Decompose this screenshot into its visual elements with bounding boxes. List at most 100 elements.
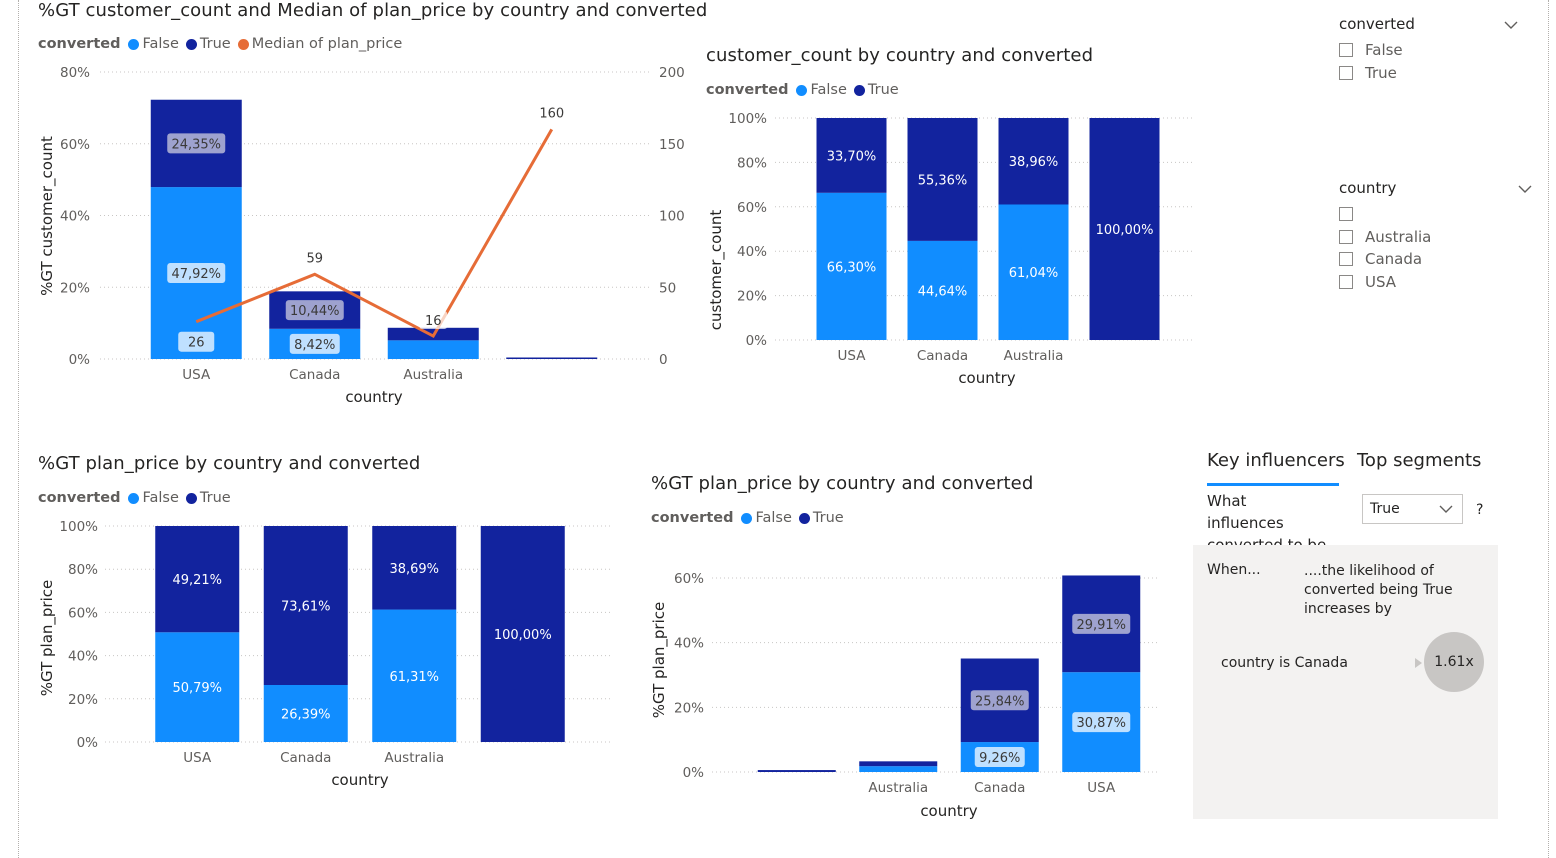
- checkbox[interactable]: [1339, 252, 1353, 267]
- ki-factor-label[interactable]: country is Canada: [1221, 655, 1348, 671]
- checkbox[interactable]: [1339, 65, 1353, 80]
- checkbox[interactable]: [1339, 207, 1353, 222]
- data-label: 9,26%: [979, 751, 1020, 766]
- slicer-item-label: True: [1365, 63, 1397, 82]
- legend-item-true[interactable]: True: [185, 490, 231, 506]
- chart-legend[interactable]: converted False True: [651, 510, 851, 526]
- slicer-header[interactable]: converted: [1339, 15, 1519, 39]
- y2-tick-label: 150: [659, 137, 685, 153]
- page-border-left: [18, 0, 19, 858]
- y-tick-label: 0%: [77, 735, 99, 751]
- data-label: 50,79%: [172, 681, 222, 696]
- arrow-right-icon: [1415, 658, 1422, 668]
- chart-customer-count-median-price[interactable]: %GT customer_count and Median of plan_pr…: [0, 0, 707, 420]
- chart-legend[interactable]: converted False True: [706, 82, 906, 98]
- slicer-country[interactable]: country Australia Canada USA: [1339, 179, 1533, 293]
- slicer-converted[interactable]: converted False True: [1339, 15, 1519, 84]
- y2-tick-label: 200: [659, 65, 685, 81]
- y-tick-label: 20%: [737, 289, 767, 305]
- chart-plot: 0% 20% 40% 60% 80% 0 50 100 150 200 47,92% 24,35% US…: [38, 65, 685, 406]
- chart-legend[interactable]: converted False True: [38, 490, 238, 506]
- bar-false: [859, 766, 938, 772]
- bar-true: [757, 770, 836, 772]
- legend-label: True: [812, 510, 844, 526]
- data-label: 33,70%: [827, 149, 877, 164]
- y-tick-label: 0%: [746, 333, 768, 349]
- legend-title: converted: [38, 490, 121, 506]
- checkbox[interactable]: [1339, 229, 1353, 244]
- chevron-down-icon[interactable]: [1517, 181, 1533, 197]
- data-label: 55,36%: [918, 173, 968, 188]
- tab-top-segments[interactable]: Top segments: [1357, 450, 1482, 471]
- data-label: 26,39%: [281, 707, 331, 722]
- data-label-bg: [289, 333, 340, 354]
- data-label-bg: [974, 747, 1025, 768]
- x-tick-label: Canada: [280, 750, 331, 766]
- data-label: 73,61%: [281, 599, 331, 614]
- checkbox[interactable]: [1339, 43, 1353, 58]
- data-label: 66,30%: [827, 260, 877, 275]
- x-tick-label: USA: [838, 348, 867, 364]
- data-label-bg: [1072, 712, 1131, 733]
- y-tick-label: 60%: [60, 137, 90, 153]
- y-axis-title: customer_count: [707, 210, 726, 331]
- data-label: 49,21%: [172, 573, 222, 588]
- help-icon[interactable]: ?: [1476, 502, 1484, 518]
- line-label-bg: [178, 331, 215, 352]
- data-label: 8,42%: [294, 338, 335, 353]
- data-label: 47,92%: [171, 267, 221, 282]
- slicer-item-blank[interactable]: [1339, 203, 1533, 226]
- legend-item-false[interactable]: False: [796, 82, 847, 98]
- legend-label: False: [810, 82, 847, 98]
- slicer-item-false[interactable]: False: [1339, 39, 1519, 62]
- y-axis-title: %GT customer_count: [38, 136, 57, 296]
- line-label: 160: [539, 106, 564, 121]
- chart-plan-price-gt[interactable]: %GT plan_price by country and converted …: [0, 450, 620, 800]
- y-tick-label: 40%: [737, 244, 767, 260]
- slicer-header[interactable]: country: [1339, 179, 1533, 203]
- y-axis-title: %GT plan_price: [38, 580, 57, 697]
- y-tick-label: 40%: [68, 649, 98, 665]
- slicer-item-label: Canada: [1365, 250, 1423, 269]
- legend-item-median[interactable]: Median of plan_price: [237, 36, 402, 52]
- ki-likelihood-label: ....the likelihood of converted being Tr…: [1304, 563, 1453, 617]
- checkbox[interactable]: [1339, 274, 1353, 289]
- data-label: 30,87%: [1076, 716, 1126, 731]
- ki-target-dropdown[interactable]: True: [1362, 494, 1463, 524]
- chart-customer-count[interactable]: customer_count by country and converted …: [700, 40, 1200, 400]
- slicer-item-label: False: [1365, 41, 1403, 60]
- slicer-item-canada[interactable]: Canada: [1339, 248, 1533, 271]
- slicer-title: converted: [1339, 15, 1415, 33]
- chevron-down-icon[interactable]: [1503, 17, 1519, 33]
- ki-results-panel: When... ....the likelihood of converted …: [1193, 545, 1498, 819]
- legend-label: True: [199, 36, 231, 52]
- line-label-bg: [419, 311, 448, 330]
- legend-item-false[interactable]: False: [128, 490, 179, 506]
- key-influencers-visual[interactable]: Key influencers Top segments What influe…: [1193, 446, 1503, 826]
- active-tab-indicator: [1207, 483, 1339, 486]
- x-tick-label: Australia: [1004, 348, 1064, 364]
- slicer-item-usa[interactable]: USA: [1339, 271, 1533, 294]
- legend-item-false[interactable]: False: [741, 510, 792, 526]
- bar-true: [907, 118, 978, 241]
- y-tick-label: 20%: [60, 280, 90, 296]
- legend-label: False: [142, 490, 179, 506]
- x-tick-label: USA: [183, 750, 212, 766]
- ki-factor-bubble[interactable]: 1.61x: [1424, 632, 1484, 692]
- x-tick-label: USA: [182, 367, 211, 383]
- legend-item-true[interactable]: True: [798, 510, 844, 526]
- chart-legend[interactable]: converted False True Median of plan_pric…: [38, 36, 409, 52]
- data-label: 44,64%: [918, 284, 968, 299]
- x-tick-label: Australia: [868, 780, 928, 796]
- legend-item-true[interactable]: True: [185, 36, 231, 52]
- chart-plan-price-gt-sorted[interactable]: %GT plan_price by country and converted …: [640, 470, 1180, 830]
- data-label-bg: [167, 133, 226, 154]
- slicer-item-australia[interactable]: Australia: [1339, 226, 1533, 249]
- slicer-item-true[interactable]: True: [1339, 62, 1519, 85]
- tab-key-influencers[interactable]: Key influencers: [1207, 450, 1345, 471]
- legend-label: True: [867, 82, 899, 98]
- legend-item-false[interactable]: False: [128, 36, 179, 52]
- y-tick-label: 40%: [674, 636, 704, 652]
- legend-title: converted: [706, 82, 789, 98]
- legend-item-true[interactable]: True: [853, 82, 899, 98]
